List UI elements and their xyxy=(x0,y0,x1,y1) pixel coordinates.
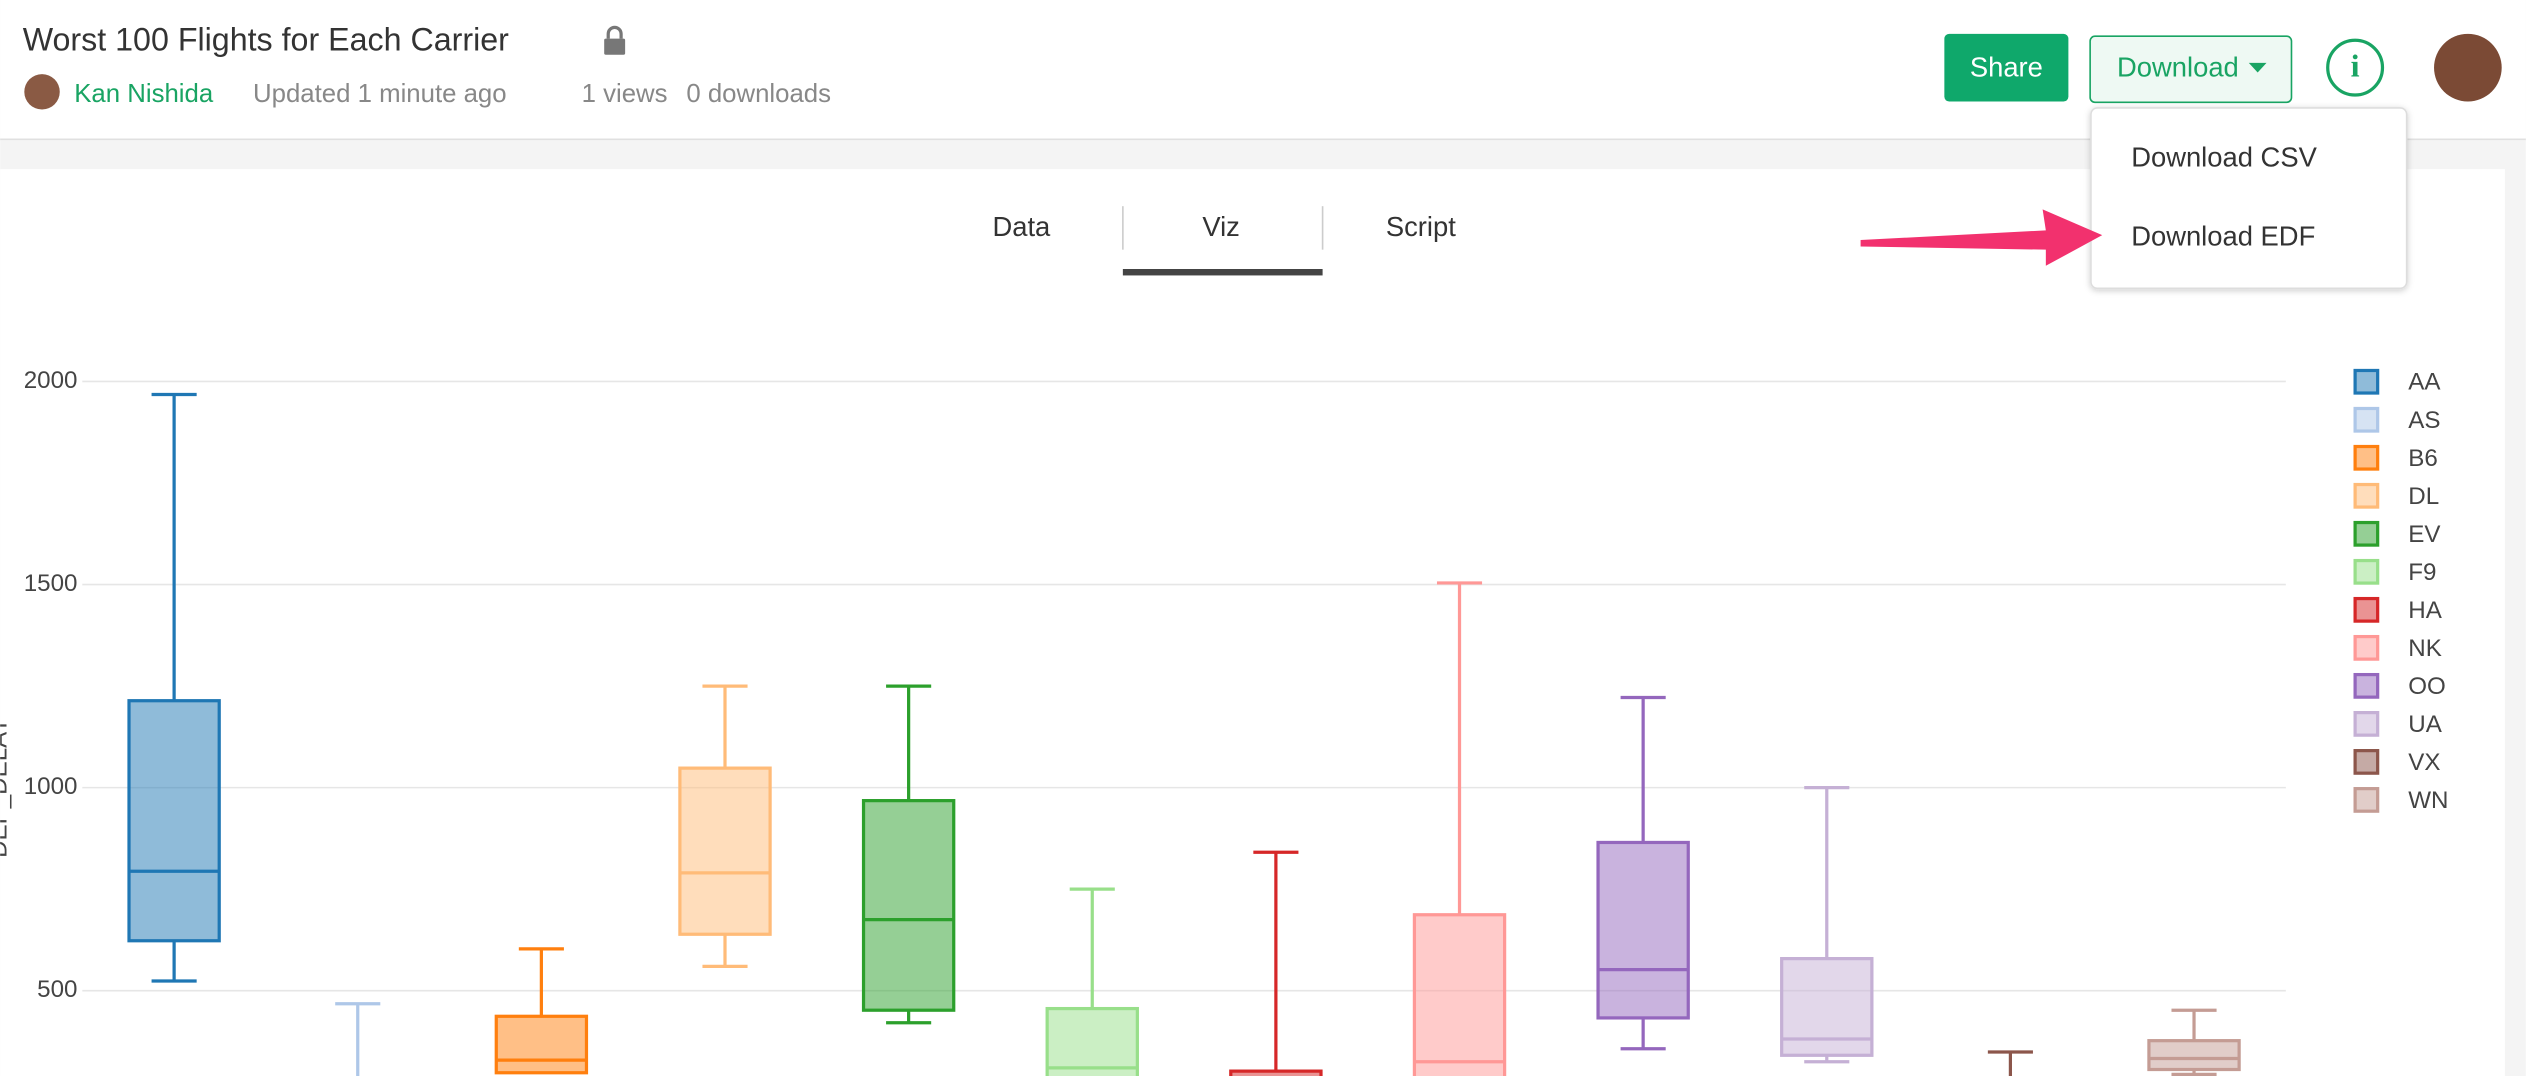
views-count: 1 views xyxy=(582,80,668,108)
box xyxy=(127,699,221,943)
box xyxy=(861,799,956,1012)
author-avatar[interactable] xyxy=(24,74,60,110)
legend-swatch xyxy=(2353,710,2380,737)
legend-label: DL xyxy=(2408,483,2439,510)
legend-label: OO xyxy=(2408,673,2446,700)
legend-label: WN xyxy=(2408,787,2448,814)
box xyxy=(2147,1039,2241,1072)
downloads-count: 0 downloads xyxy=(686,80,831,108)
legend-swatch xyxy=(2353,672,2380,699)
box xyxy=(494,1014,589,1075)
y-tick-label: 1500 xyxy=(24,570,78,597)
legend-swatch xyxy=(2353,749,2380,775)
box xyxy=(1596,840,1690,1020)
caret xyxy=(2248,62,2267,73)
box xyxy=(1780,957,1874,1057)
y-tick-label: 2000 xyxy=(24,367,78,394)
box xyxy=(1229,1069,1323,1076)
active-tab-underline xyxy=(1122,269,1323,276)
legend-label: AA xyxy=(2408,369,2441,396)
legend-label: B6 xyxy=(2408,445,2438,472)
legend-label: EV xyxy=(2408,521,2440,548)
user-avatar[interactable] xyxy=(2434,33,2502,102)
legend-label: AS xyxy=(2408,407,2440,434)
author-link[interactable]: Kan Nishida xyxy=(74,80,214,108)
lock-icon xyxy=(604,25,626,55)
legend-label: HA xyxy=(2408,597,2442,624)
page-title: Worst 100 Flights for Each Carrier xyxy=(23,21,509,57)
legend-swatch xyxy=(2353,596,2380,623)
download-menu: Download CSV Download EDF xyxy=(2090,107,2408,290)
download-label[interactable]: Download xyxy=(2117,51,2239,82)
menu-item[interactable]: Download EDF xyxy=(2131,221,2315,252)
box xyxy=(1412,913,1507,1076)
info-icon: i xyxy=(2351,48,2360,84)
legend-label: UA xyxy=(2408,711,2442,738)
legend-label: NK xyxy=(2408,635,2442,662)
legend-swatch xyxy=(2353,482,2380,509)
y-axis-label: DEP_DELAY xyxy=(0,717,13,858)
legend-swatch xyxy=(2353,787,2380,813)
legend-label: F9 xyxy=(2408,559,2436,586)
y-tick-label: 1000 xyxy=(24,773,78,800)
tab[interactable]: Data xyxy=(992,211,1051,242)
legend-swatch xyxy=(2353,520,2380,547)
share-label[interactable]: Share xyxy=(1970,51,2043,82)
legend-swatch xyxy=(2353,368,2380,395)
tabs: Data Viz Script xyxy=(992,206,1456,276)
legend-label: VX xyxy=(2408,749,2440,776)
legend-swatch xyxy=(2353,634,2380,661)
info-button[interactable] xyxy=(2326,38,2385,97)
tab[interactable]: Viz xyxy=(1202,211,1240,242)
content-panel xyxy=(0,169,2505,1076)
y-tick-label: 500 xyxy=(37,976,77,1003)
legend-swatch xyxy=(2353,444,2380,471)
pointer-arrow xyxy=(1860,209,2103,266)
menu-item[interactable]: Download CSV xyxy=(2131,142,2317,173)
download-button[interactable] xyxy=(2089,35,2293,104)
box xyxy=(1045,1006,1139,1076)
box-chart: 500 1000 1500 2000 DEP_DELAY AA AS B6 DL EV F9 HA NK… xyxy=(0,367,2449,1076)
tab[interactable]: Script xyxy=(1386,211,1456,242)
legend-swatch xyxy=(2353,406,2380,433)
box xyxy=(678,766,772,936)
share-button[interactable] xyxy=(1944,33,2069,102)
menu-panel xyxy=(2090,107,2408,290)
legend-swatch xyxy=(2353,558,2380,585)
updated-text: Updated 1 minute ago xyxy=(253,80,507,108)
